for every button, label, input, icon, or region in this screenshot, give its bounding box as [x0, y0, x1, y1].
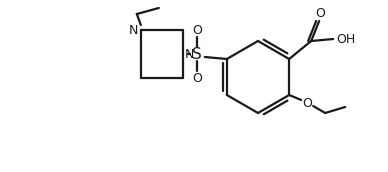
Text: S: S	[192, 46, 202, 62]
Text: O: O	[192, 24, 202, 36]
Text: O: O	[192, 72, 202, 84]
Text: N: N	[185, 47, 194, 61]
Text: OH: OH	[336, 33, 356, 46]
Text: O: O	[302, 96, 312, 110]
Text: O: O	[315, 7, 325, 19]
Text: N: N	[129, 24, 139, 36]
